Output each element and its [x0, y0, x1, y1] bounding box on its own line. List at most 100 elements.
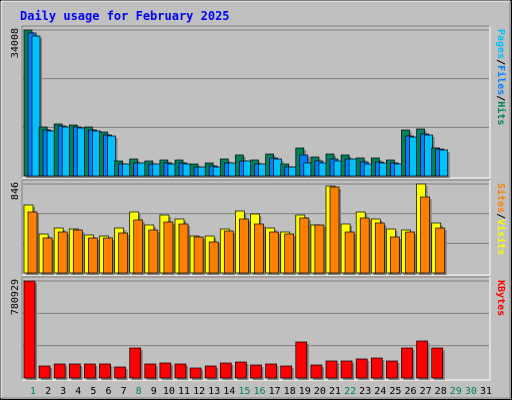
- x-axis-labels: 1 2 3 4 5 6 7 8 9 10 11 12 13 14 15 16 17 18 19 20 21 22 23 24 2…: [30, 386, 492, 397]
- bar-kbytes: [129, 347, 142, 379]
- bar-sites: [148, 229, 159, 274]
- bar-sites: [57, 231, 68, 274]
- bar-kbytes: [235, 361, 247, 379]
- bar-sites: [299, 217, 310, 274]
- bar-kbytes: [340, 360, 353, 379]
- x-tick-label: 15: [238, 386, 250, 397]
- x-tick-label: 7: [121, 386, 127, 397]
- series-legend: Sites/Visits: [495, 183, 507, 255]
- bar-sites: [27, 211, 38, 274]
- bar-kbytes: [386, 360, 398, 379]
- bar-kbytes: [189, 367, 202, 379]
- bar-sites: [223, 230, 234, 274]
- chart-title: Daily usage for February 2025: [20, 9, 230, 23]
- legend-separator: /: [495, 95, 506, 101]
- x-tick-label: 3: [60, 386, 66, 397]
- bar-sites: [42, 237, 53, 274]
- bar-sites: [193, 236, 204, 274]
- x-tick-label: 5: [90, 386, 96, 397]
- x-tick-label: 10: [163, 386, 175, 397]
- legend-separator: /: [495, 59, 506, 65]
- x-tick-label: 20: [314, 386, 326, 397]
- legend-kbytes: KBytes: [495, 280, 506, 316]
- x-tick-label: 2: [45, 386, 51, 397]
- panel-kbytes: 780929 KBytes: [10, 276, 506, 381]
- x-tick-label: 31: [480, 386, 492, 397]
- bar-sites: [254, 223, 264, 274]
- bar-sites: [374, 222, 385, 274]
- bar-sites: [133, 219, 144, 274]
- x-tick-label: 21: [329, 386, 341, 397]
- x-tick-label: 17: [269, 386, 281, 397]
- x-tick-label: 18: [284, 386, 296, 397]
- bar-sites: [208, 241, 219, 274]
- bar-kbytes: [68, 363, 81, 379]
- bar-sites: [314, 224, 325, 274]
- bar-sites: [329, 186, 340, 274]
- x-tick-label: 28: [435, 386, 447, 397]
- bar-kbytes: [174, 363, 187, 379]
- bar-kbytes: [204, 365, 217, 379]
- bar-kbytes: [99, 363, 111, 379]
- bar-kbytes: [401, 347, 413, 379]
- series-legend: KBytes: [495, 280, 506, 316]
- bar-sites: [72, 229, 83, 274]
- x-tick-label: 29: [450, 386, 462, 397]
- legend-sites: Sites: [495, 183, 507, 213]
- bar-kbytes: [38, 365, 51, 379]
- bar-sites: [420, 196, 430, 274]
- bar-kbytes: [114, 366, 126, 379]
- x-tick-label: 26: [404, 386, 416, 397]
- x-tick-label: 16: [253, 386, 265, 397]
- bar-kbytes: [219, 362, 232, 379]
- bar-kbytes: [295, 341, 308, 379]
- bar-sites: [405, 231, 415, 274]
- bar-sites: [344, 231, 355, 274]
- x-tick-label: 12: [193, 386, 205, 397]
- bar-kbytes: [431, 347, 444, 379]
- x-tick-label: 14: [223, 386, 235, 397]
- bar-sites: [435, 227, 446, 274]
- bar-kbytes: [310, 364, 323, 379]
- bar-sites: [284, 233, 295, 274]
- bar-pages: [31, 35, 41, 177]
- bar-sites: [390, 236, 400, 274]
- bar-kbytes: [23, 280, 36, 379]
- x-tick-label: 27: [420, 386, 432, 397]
- bar-kbytes: [280, 365, 293, 379]
- x-tick-label: 4: [75, 386, 81, 397]
- x-tick-label: 9: [151, 386, 157, 397]
- bar-sites: [103, 237, 113, 274]
- bar-sites: [239, 218, 249, 274]
- legend-files: Files: [495, 65, 507, 95]
- legend-hits: Hits: [495, 101, 507, 125]
- x-tick-label: 23: [359, 386, 371, 397]
- legend-pages: Pages: [495, 29, 506, 59]
- bar-sites: [118, 232, 128, 274]
- bar-sites: [178, 223, 189, 274]
- x-tick-label: 25: [389, 386, 401, 397]
- bar-sites: [88, 237, 98, 274]
- x-tick-label: 13: [208, 386, 220, 397]
- x-tick-label: 19: [299, 386, 311, 397]
- x-tick-label: 11: [178, 386, 190, 397]
- bar-kbytes: [84, 363, 96, 379]
- x-tick-label: 6: [105, 386, 111, 397]
- x-tick-label: 1: [30, 386, 36, 397]
- panel-visits-sites: 846 Sites/Visits: [10, 179, 507, 276]
- y-max-label: 34008: [10, 28, 21, 58]
- bar-sites: [359, 217, 370, 274]
- bar-kbytes: [325, 360, 338, 379]
- x-tick-label: 22: [344, 386, 356, 397]
- bar-kbytes: [159, 362, 172, 379]
- bar-kbytes: [144, 363, 157, 379]
- x-tick-label: 30: [465, 386, 477, 397]
- legend-visits: Visits: [495, 219, 507, 255]
- bar-kbytes: [265, 363, 277, 379]
- bar-kbytes: [370, 357, 383, 379]
- x-tick-label: 8: [136, 386, 142, 397]
- bar-sites: [163, 221, 174, 274]
- bar-kbytes: [250, 364, 262, 379]
- x-tick-label: 24: [374, 386, 386, 397]
